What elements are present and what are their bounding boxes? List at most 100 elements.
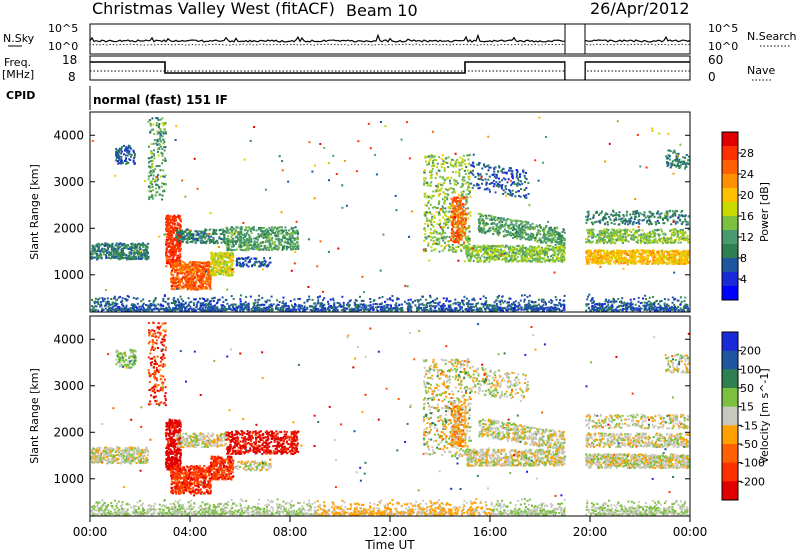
data-point [147, 257, 150, 260]
data-point [192, 264, 195, 267]
data-point [177, 235, 180, 238]
data-point [170, 249, 173, 252]
data-point [181, 229, 184, 232]
data-point [118, 150, 121, 153]
data-point [447, 193, 450, 196]
data-point [107, 246, 110, 248]
data-point [426, 195, 429, 197]
data-point [181, 287, 184, 290]
data-point [292, 242, 295, 245]
data-point [284, 240, 287, 243]
data-point [526, 238, 528, 241]
data-point [200, 269, 203, 271]
data-point [97, 242, 100, 245]
data-point [537, 255, 539, 258]
data-point [174, 247, 177, 250]
data-point [240, 257, 243, 260]
data-point [207, 280, 210, 283]
data-point [423, 250, 425, 253]
data-point [214, 252, 217, 255]
data-point [551, 249, 554, 252]
data-point [178, 232, 181, 235]
data-point [559, 248, 562, 251]
data-point [171, 287, 174, 290]
data-point [118, 147, 121, 150]
data-point [425, 211, 428, 214]
data-point [162, 190, 164, 193]
data-point [464, 212, 467, 215]
data-point [438, 219, 441, 222]
data-point [127, 256, 130, 259]
data-point [226, 229, 229, 232]
data-point [488, 188, 491, 191]
data-point [169, 241, 172, 244]
data-point [189, 286, 192, 289]
data-point [245, 228, 248, 231]
data-point [283, 236, 286, 239]
data-point [443, 198, 445, 201]
data-point [129, 147, 132, 150]
data-point [446, 189, 449, 192]
data-point [148, 195, 151, 198]
data-point [464, 182, 467, 185]
nave-tick-low: 0 [708, 70, 716, 84]
data-point [225, 274, 228, 277]
data-point [174, 279, 177, 282]
data-point [239, 265, 242, 268]
data-point [446, 198, 449, 201]
data-point [247, 246, 250, 248]
data-point [127, 248, 130, 251]
data-point [436, 237, 439, 240]
data-point [269, 244, 272, 247]
data-point [159, 133, 162, 136]
data-point [162, 169, 165, 172]
data-point [172, 229, 175, 231]
data-point [231, 245, 234, 248]
data-point [460, 227, 463, 230]
data-point [425, 217, 428, 220]
data-point [267, 246, 270, 249]
data-point [164, 122, 167, 125]
data-point [227, 254, 230, 257]
data-point [515, 222, 518, 225]
data-point [439, 175, 442, 178]
data-point [205, 279, 207, 282]
data-point [226, 271, 229, 274]
data-point [535, 224, 538, 227]
data-point [122, 254, 125, 256]
data-point [445, 222, 448, 225]
data-point [519, 195, 522, 198]
data-point [209, 228, 212, 231]
data-point [486, 187, 489, 190]
data-point [275, 234, 278, 237]
data-point [209, 278, 212, 281]
data-point [246, 231, 249, 234]
data-point [477, 177, 480, 180]
data-point [460, 217, 463, 220]
data-point [248, 235, 251, 238]
data-point [473, 250, 475, 253]
data-point [447, 243, 450, 246]
data-point [173, 238, 176, 241]
data-point [236, 257, 239, 260]
data-point [244, 247, 247, 250]
data-point [434, 248, 437, 251]
data-point [179, 240, 182, 243]
data-point [523, 259, 526, 262]
data-point [260, 233, 263, 236]
data-point [510, 234, 512, 237]
data-point [548, 228, 551, 231]
data-point [182, 275, 185, 278]
data-point [170, 271, 173, 274]
data-point [174, 238, 177, 241]
data-point [269, 261, 272, 264]
data-point [548, 226, 551, 229]
data-point [192, 281, 195, 284]
data-point [176, 231, 178, 234]
data-point [200, 232, 202, 235]
data-point [526, 225, 529, 228]
data-point [149, 180, 152, 183]
data-point [507, 193, 509, 195]
data-point [202, 233, 205, 236]
